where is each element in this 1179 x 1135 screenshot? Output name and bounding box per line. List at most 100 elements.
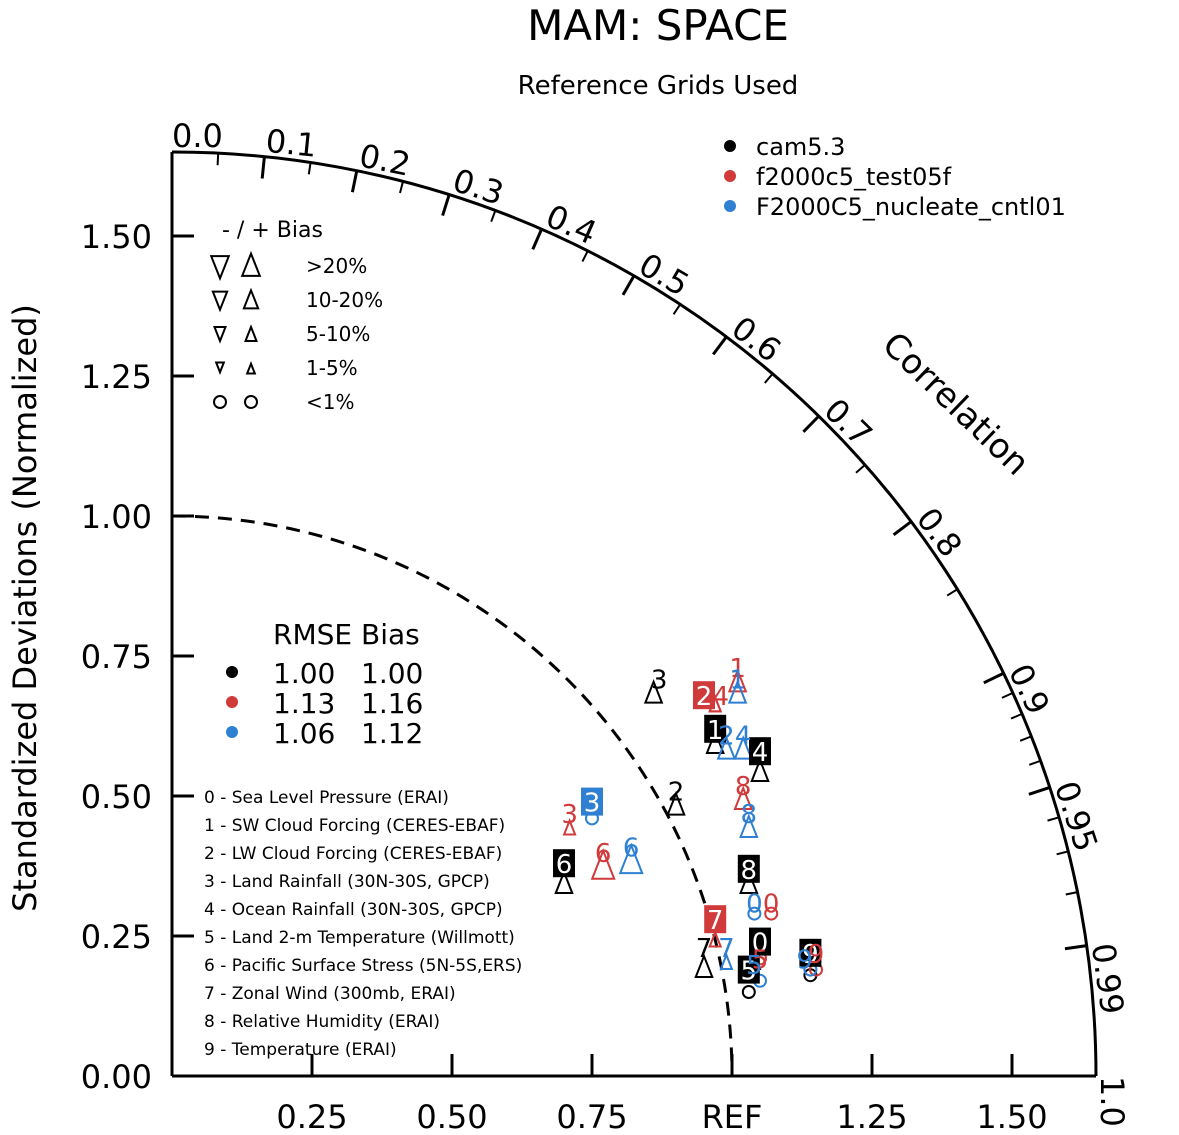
point-label: 3 <box>584 789 601 819</box>
data-point <box>719 952 734 970</box>
data-point <box>618 842 644 875</box>
correlation-minor-tick <box>1056 850 1069 856</box>
correlation-tick-label: 0.4 <box>540 197 602 252</box>
chart-title: MAM: SPACE <box>527 1 789 50</box>
point-label: 7 <box>718 934 735 964</box>
point-label: 3 <box>561 800 578 830</box>
point-label-box <box>704 714 727 743</box>
bias-legend-label: >20% <box>306 254 367 278</box>
data-point <box>727 678 748 704</box>
bias-legend-header: - / + Bias <box>222 218 323 243</box>
bias-value: 1.00 <box>361 657 423 690</box>
bias-legend-up-icon <box>242 287 260 310</box>
correlation-tick-label: 0.2 <box>356 136 413 183</box>
data-point <box>643 678 664 704</box>
outer-arc <box>171 150 1098 1077</box>
correlation-minor-tick <box>581 250 589 263</box>
variable-list-item: 9 - Temperature (ERAI) <box>204 1040 397 1060</box>
data-point <box>590 848 616 880</box>
bias-legend-label: <1% <box>306 390 355 414</box>
correlation-tick <box>892 520 913 536</box>
rmse-value: 1.06 <box>273 717 335 750</box>
correlation-minor-tick <box>764 373 774 384</box>
variable-list-item: 0 - Sea Level Pressure (ERAI) <box>204 788 449 808</box>
rmse-value: 1.13 <box>273 687 335 720</box>
correlation-tick <box>712 335 728 356</box>
rmse-value: 1.00 <box>273 657 335 690</box>
point-label: 6 <box>595 839 612 869</box>
rmse-table-header: RMSE Bias <box>273 618 420 651</box>
point-label: 1 <box>729 665 746 695</box>
correlation-label: Correlation <box>874 325 1037 484</box>
legend-model-name: F2000C5_nucleate_cntl01 <box>756 193 1066 221</box>
point-label: 5 <box>746 951 763 981</box>
rmse-swatch <box>226 666 238 678</box>
point-label: 9 <box>797 945 814 975</box>
point-label: 4 <box>713 682 730 712</box>
point-label: 3 <box>651 665 668 695</box>
point-label: 0 <box>746 889 763 919</box>
variable-list-item: 5 - Land 2-m Temperature (Willmott) <box>204 928 515 948</box>
point-label: 2 <box>668 777 685 807</box>
point-label-box <box>737 854 760 883</box>
correlation-tick <box>983 671 1005 685</box>
point-label: 8 <box>741 800 758 830</box>
correlation-tick <box>441 194 451 216</box>
y-tick-label: 1.50 <box>81 218 152 256</box>
correlation-minor-tick <box>307 162 312 175</box>
correlation-minor-tick <box>1047 816 1060 822</box>
correlation-tick-label: 0.7 <box>817 391 880 454</box>
correlation-tick <box>621 275 636 296</box>
bias-legend-circle-icon <box>213 395 227 409</box>
correlation-tick <box>260 156 266 179</box>
legends-layer: cam5.3f2000c5_test05fF2000C5_nucleate_cn… <box>204 133 1066 1060</box>
variable-list-item: 6 - Pacific Surface Stress (5N-5S,ERS) <box>204 956 522 976</box>
point-label-box <box>749 927 771 956</box>
markers-layer <box>554 667 823 999</box>
data-point <box>733 734 753 760</box>
data-point <box>747 906 762 921</box>
data-point <box>741 985 756 999</box>
data-point <box>716 734 737 760</box>
correlation-tick <box>350 170 359 193</box>
correlation-tick-label: 0.99 <box>1084 941 1132 1017</box>
point-label-box <box>799 938 822 967</box>
bias-legend-label: 10-20% <box>306 288 383 312</box>
point-label: 9 <box>802 940 819 970</box>
point-label: 4 <box>735 721 752 751</box>
bias-legend-circle-icon <box>244 395 258 409</box>
correlation-minor-tick <box>216 153 220 166</box>
correlation-tick-label: 0.9 <box>1001 658 1057 720</box>
legend-model-name: f2000c5_test05f <box>756 163 952 191</box>
point-label-box <box>581 787 603 816</box>
data-point <box>733 785 753 811</box>
legend-swatch <box>724 200 736 212</box>
point-label: 0 <box>763 889 780 919</box>
correlation-minor-tick <box>1010 712 1023 720</box>
x-tick-label: 1.25 <box>836 1098 907 1135</box>
correlation-minor-tick <box>399 181 404 194</box>
point-label: 1 <box>729 654 746 684</box>
bias-legend-label: 1-5% <box>306 356 358 380</box>
correlation-tick <box>1064 944 1087 951</box>
correlation-tick <box>531 228 543 250</box>
y-tick-label: 0.00 <box>81 1058 152 1096</box>
variable-list-item: 2 - LW Cloud Forcing (CERES-EBAF) <box>204 844 502 864</box>
data-point <box>708 929 723 948</box>
bias-value: 1.12 <box>361 717 423 750</box>
correlation-minor-tick <box>672 303 682 315</box>
point-label: 5 <box>752 945 769 975</box>
bias-legend-up-icon <box>244 324 258 342</box>
y-tick-label: 1.00 <box>81 498 152 536</box>
correlation-minor-tick <box>1065 891 1078 896</box>
x-tick-label: 0.50 <box>416 1098 487 1135</box>
legend-swatch <box>724 170 736 182</box>
point-label: 6 <box>623 833 640 863</box>
correlation-tick-label: 1.0 <box>1093 1076 1131 1127</box>
data-point <box>727 667 748 693</box>
bias-legend-down-icon <box>214 361 226 376</box>
rmse-swatch <box>226 696 238 708</box>
x-tick-label: 0.75 <box>556 1098 627 1135</box>
point-label: 4 <box>752 738 769 768</box>
